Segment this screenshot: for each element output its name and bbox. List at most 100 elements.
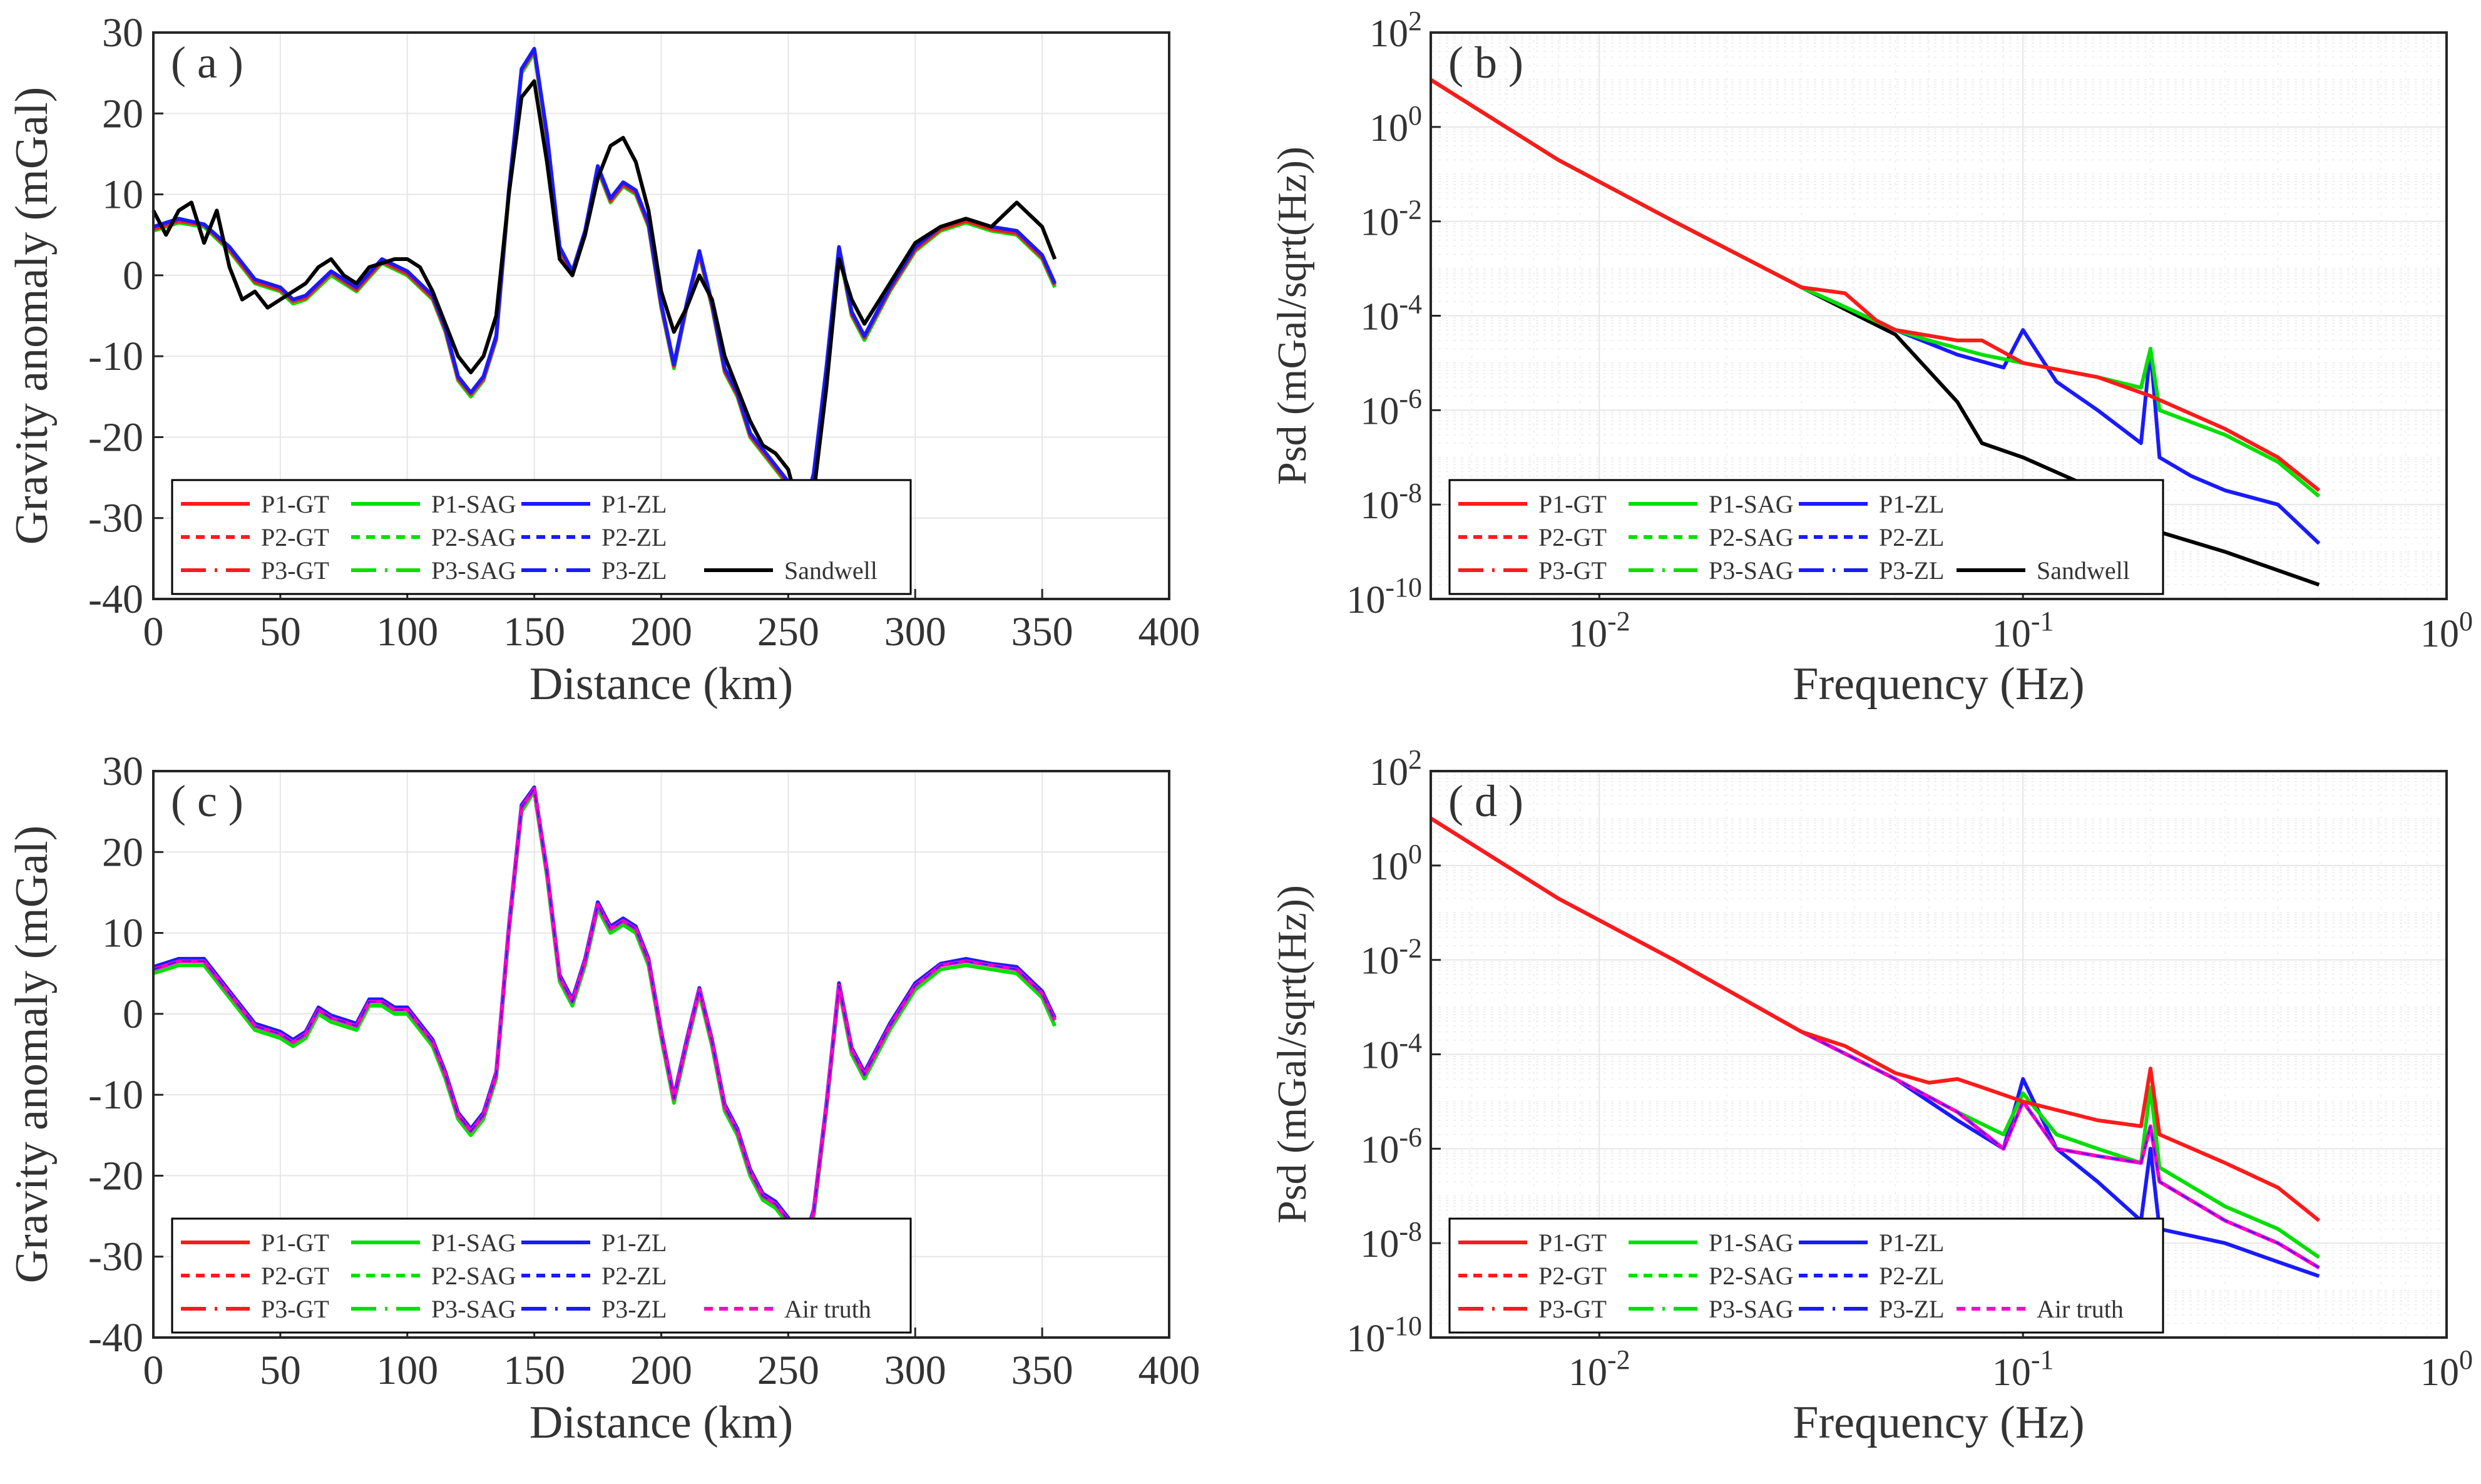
y-tick-label: 30 (102, 749, 143, 794)
x-tick-label: 250 (757, 609, 819, 655)
legend-item: P3-ZL (1879, 556, 1944, 585)
y-tick-label: 0 (123, 253, 143, 299)
panel-b: 10-2 10-1 100 10-10 10-8 10-6 10-4 10-2 100 102 Fr… (1269, 6, 2473, 710)
legend-item: P2-ZL (601, 1262, 667, 1290)
y-axis-label: Gravity anomaly (mGal) (6, 826, 58, 1284)
series-sandwell (151, 79, 1057, 520)
legend-item: P2-GT (261, 1262, 329, 1290)
legend-item: P2-GT (1538, 523, 1607, 551)
legend-item: P3-GT (1538, 1295, 1607, 1323)
y-tick-label: -30 (88, 1234, 143, 1280)
y-tick-label: 10-4 (1360, 289, 1422, 339)
legend-item: P2-ZL (1879, 1262, 1944, 1290)
y-tick-label: 10-8 (1360, 1216, 1422, 1266)
panel-d: 10-2 10-1 100 10-10 10-8 10-6 10-4 10-2 100 102 Fr… (1269, 744, 2473, 1448)
legend-item: P2-GT (1538, 1262, 1607, 1290)
legend-item: P3-ZL (601, 1295, 667, 1323)
x-tick-label: 10-2 (1568, 1344, 1630, 1394)
x-axis-label: Frequency (Hz) (1793, 658, 2084, 710)
y-axis-label: Gravity anomaly (mGal) (6, 87, 58, 545)
x-tick-label: 250 (757, 1348, 819, 1393)
legend-item: P1-SAG (431, 490, 516, 518)
legend-item: P3-SAG (1709, 1295, 1794, 1323)
y-tick-label: 30 (102, 10, 143, 56)
y-tick-label: 10-2 (1360, 933, 1422, 983)
legend-item: P3-SAG (431, 556, 516, 585)
series-p1-gt (1430, 78, 2321, 492)
y-tick-label: 102 (1369, 744, 1422, 794)
legend-item: P2-GT (261, 523, 329, 551)
x-tick-label: 50 (260, 609, 301, 655)
x-axis-label: Distance (km) (529, 658, 793, 710)
x-tick-label: 350 (1011, 609, 1073, 655)
legend-item: P3-ZL (1879, 1295, 1944, 1323)
legend-item: P1-SAG (1709, 1229, 1794, 1257)
x-tick-label: 100 (376, 609, 438, 655)
series-p2-zl-overlay (153, 787, 1056, 1257)
x-tick-label: 200 (630, 609, 692, 655)
legend-item: P2-SAG (431, 523, 516, 551)
series-p1-zl (153, 46, 1057, 525)
x-tick-label: 0 (143, 1348, 164, 1393)
y-tick-label: 0 (123, 991, 143, 1037)
legend-item: P2-SAG (1709, 1262, 1794, 1290)
x-tick-label: 300 (884, 1348, 946, 1393)
y-axis-label: Psd (mGal/sqrt(Hz)) (1269, 146, 1315, 485)
legend-item: Air truth (784, 1295, 871, 1323)
x-tick-label: 10-2 (1568, 606, 1630, 655)
series-p1-gt (1430, 816, 2321, 1222)
y-tick-label: 100 (1369, 839, 1422, 888)
legend-item: Air truth (2037, 1295, 2124, 1323)
legend-item: P3-SAG (1709, 556, 1794, 585)
legend-item: P1-GT (261, 1229, 329, 1257)
x-tick-label: 0 (143, 609, 164, 655)
legend-item: P1-ZL (1879, 1229, 1944, 1257)
panel-c: 0 50 100 150 200 250 300 350 400 -40 -30 -20 -10 0 10 2… (6, 749, 1200, 1448)
legend-item: P1-SAG (431, 1229, 516, 1257)
legend-item: P3-ZL (601, 556, 667, 585)
legend-item: P1-ZL (1879, 490, 1944, 518)
x-tick-label: 150 (503, 609, 565, 655)
x-tick-label: 150 (503, 1348, 565, 1393)
x-tick-label: 100 (2420, 1344, 2473, 1394)
x-tick-label: 50 (260, 1348, 301, 1393)
panel-label: ( d ) (1448, 776, 1523, 826)
legend-item: P1-ZL (601, 1229, 667, 1257)
x-tick-label: 400 (1138, 1348, 1200, 1393)
y-tick-label: 10 (102, 172, 143, 218)
y-axis-label: Psd (mGal/sqrt(Hz)) (1269, 885, 1315, 1224)
y-tick-label: -30 (88, 496, 143, 541)
legend-item: P2-SAG (1709, 523, 1794, 551)
panel-label: ( c ) (171, 776, 243, 826)
y-tick-label: 10-10 (1346, 1311, 1422, 1360)
legend-item: P2-SAG (431, 1262, 516, 1290)
legend: P1-GT P1-SAG P1-ZL P2-GT P2-SAG P2-ZL P3-GT P3-… (171, 479, 912, 595)
x-tick-label: 350 (1011, 1348, 1073, 1393)
y-tick-label: 20 (102, 91, 143, 136)
legend-item: P1-GT (1538, 490, 1607, 518)
y-tick-label: 10 (102, 911, 143, 956)
legend: P1-GT P1-SAG P1-ZL P2-GT P2-SAG P2-ZL P3-GT P3-… (1448, 479, 2164, 595)
legend-item: P1-ZL (601, 490, 667, 518)
x-tick-label: 300 (884, 609, 946, 655)
legend-item: P3-GT (261, 1295, 329, 1323)
x-tick-label: 200 (630, 1348, 692, 1393)
y-tick-label: -40 (88, 1315, 143, 1361)
panel-label: ( a ) (171, 38, 243, 88)
x-tick-label: 10-1 (1992, 1344, 2054, 1394)
y-tick-label: 10-4 (1360, 1028, 1422, 1077)
y-tick-label: -10 (88, 334, 143, 379)
y-tick-label: 10-8 (1360, 478, 1422, 527)
y-tick-label: 10-6 (1360, 1122, 1422, 1171)
panel-a: 0 50 100 150 200 250 300 350 400 -40 -30 -20 -10 0 10 2… (6, 10, 1200, 710)
y-tick-label: 10-2 (1360, 195, 1422, 244)
legend-item: P1-SAG (1709, 490, 1794, 518)
y-tick-label: -20 (88, 414, 143, 460)
legend-item: P3-SAG (431, 1295, 516, 1323)
panel-label: ( b ) (1448, 38, 1523, 88)
legend-item: P3-GT (1538, 556, 1607, 585)
legend: P1-GT P1-SAG P1-ZL P2-GT P2-SAG P2-ZL P3-GT P3-… (171, 1217, 912, 1334)
y-tick-label: -40 (88, 576, 143, 622)
legend: P1-GT P1-SAG P1-ZL P2-GT P2-SAG P2-ZL P3-GT P3-… (1448, 1217, 2164, 1334)
y-tick-label: 102 (1369, 6, 1422, 55)
